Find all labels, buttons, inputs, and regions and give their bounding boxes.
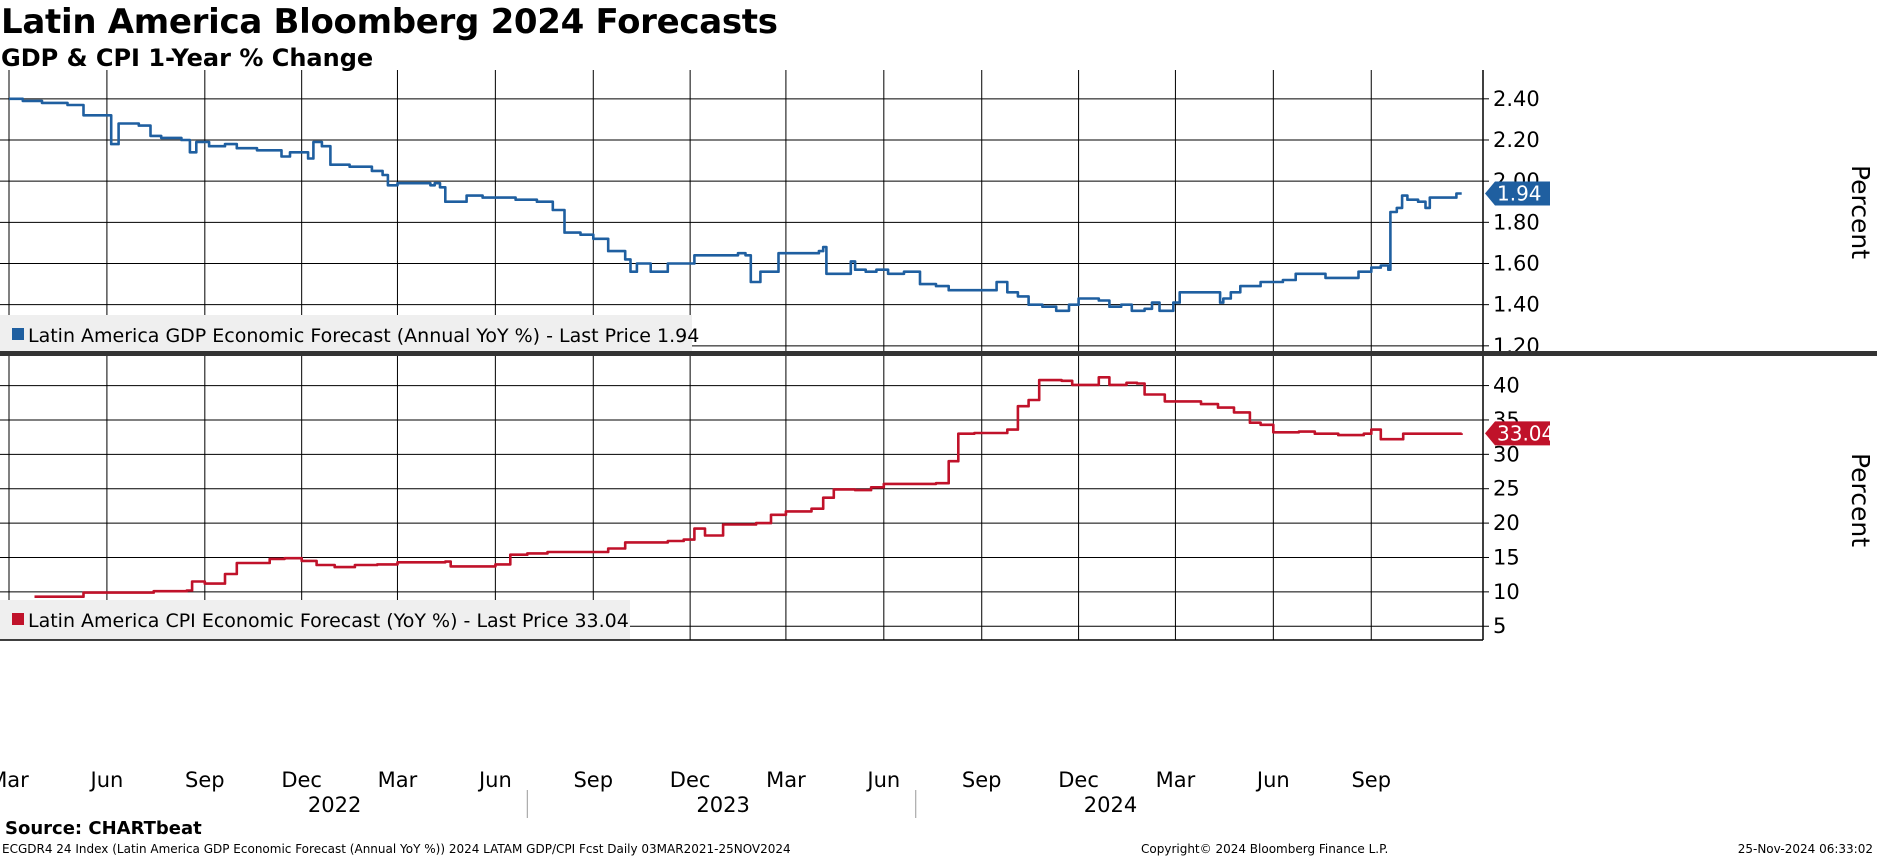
y-tick-label: 40 bbox=[1493, 374, 1520, 398]
x-year-label: 2022 bbox=[308, 793, 361, 817]
y-tick-label: 1.60 bbox=[1493, 251, 1540, 275]
x-month-label: Jun bbox=[89, 768, 124, 792]
footer-timestamp: 25-Nov-2024 06:33:02 bbox=[1737, 842, 1873, 856]
x-month-label: Sep bbox=[185, 768, 225, 792]
last-price-tag bbox=[1485, 421, 1550, 446]
chart-subtitle: GDP & CPI 1-Year % Change bbox=[1, 44, 374, 72]
last-price-label: 33.04 bbox=[1497, 421, 1554, 445]
x-month-label: Mar bbox=[0, 768, 29, 792]
y-tick-label: 10 bbox=[1493, 580, 1520, 604]
footer-ticker: ECGDR4 24 Index (Latin America GDP Econo… bbox=[2, 842, 791, 856]
y-tick-label: 1.40 bbox=[1493, 293, 1540, 317]
source-note: Source: CHARTbeat bbox=[5, 818, 202, 839]
y-axis-title: Percent bbox=[1846, 453, 1875, 547]
chart-title: Latin America Bloomberg 2024 Forecasts bbox=[1, 2, 778, 42]
x-month-label: Mar bbox=[378, 768, 418, 792]
x-year-label: 2023 bbox=[696, 793, 749, 817]
x-month-label: Mar bbox=[1156, 768, 1196, 792]
y-tick-label: 15 bbox=[1493, 545, 1520, 569]
x-month-label: Jun bbox=[865, 768, 900, 792]
y-tick-label: 5 bbox=[1493, 614, 1506, 638]
y-tick-label: 2.40 bbox=[1493, 87, 1540, 111]
gdp-series-line bbox=[9, 97, 1462, 313]
legend-swatch bbox=[12, 328, 24, 340]
last-price-tag bbox=[1485, 181, 1550, 206]
x-month-label: Jun bbox=[1255, 768, 1290, 792]
legend-swatch bbox=[12, 613, 24, 625]
footer-copyright: Copyright© 2024 Bloomberg Finance L.P. bbox=[1141, 842, 1389, 856]
x-month-label: Dec bbox=[670, 768, 711, 792]
cpi-series-line bbox=[34, 376, 1463, 598]
legend-label: Latin America GDP Economic Forecast (Ann… bbox=[28, 325, 699, 347]
last-price-label: 1.94 bbox=[1497, 182, 1542, 206]
y-axis-title: Percent bbox=[1846, 165, 1875, 259]
x-axis: Mar Jun Sep Dec Mar Jun Sep Dec Mar Jun Sep Dec Mar J… bbox=[0, 351, 1877, 818]
y-tick-label: 1.80 bbox=[1493, 210, 1540, 234]
y-tick-label: 20 bbox=[1493, 511, 1520, 535]
x-year-label: 2024 bbox=[1084, 793, 1137, 817]
x-month-label: Dec bbox=[1058, 768, 1099, 792]
panel-divider bbox=[0, 351, 1877, 356]
y-tick-label: 30 bbox=[1493, 442, 1520, 466]
x-month-label: Dec bbox=[281, 768, 322, 792]
x-month-label: Jun bbox=[477, 768, 512, 792]
y-tick-label: 25 bbox=[1493, 477, 1520, 501]
x-month-label: Sep bbox=[1351, 768, 1391, 792]
x-month-label: Sep bbox=[573, 768, 613, 792]
x-month-label: Mar bbox=[766, 768, 806, 792]
legend-box bbox=[0, 600, 630, 640]
x-month-label: Sep bbox=[962, 768, 1002, 792]
legend-box bbox=[0, 315, 692, 355]
legend-label: Latin America CPI Economic Forecast (YoY… bbox=[28, 610, 629, 632]
y-tick-label: 2.20 bbox=[1493, 128, 1540, 152]
